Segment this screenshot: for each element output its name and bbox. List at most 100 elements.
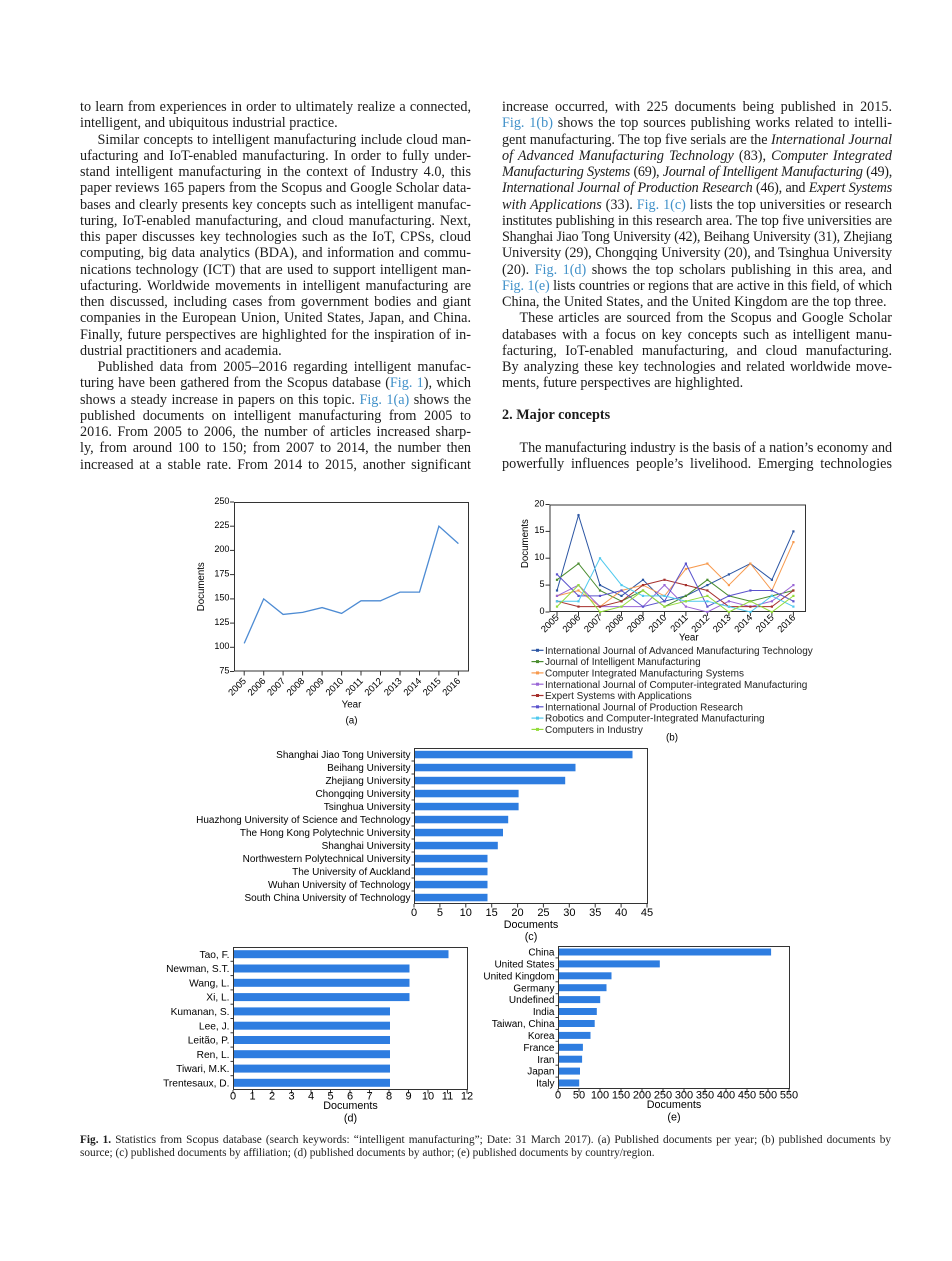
svg-text:(d): (d) bbox=[344, 1112, 357, 1124]
svg-text:225: 225 bbox=[214, 520, 229, 530]
svg-text:2015: 2015 bbox=[753, 612, 776, 635]
svg-text:Shanghai University: Shanghai University bbox=[322, 841, 411, 852]
svg-text:350: 350 bbox=[696, 1090, 714, 1102]
svg-text:150: 150 bbox=[214, 593, 229, 603]
svg-text:2008: 2008 bbox=[284, 675, 307, 698]
svg-text:20: 20 bbox=[534, 498, 544, 508]
svg-text:30: 30 bbox=[563, 907, 575, 919]
svg-text:Tsinghua University: Tsinghua University bbox=[324, 802, 411, 813]
svg-text:150: 150 bbox=[612, 1090, 630, 1102]
svg-text:2016: 2016 bbox=[440, 675, 463, 698]
svg-text:(e): (e) bbox=[667, 1111, 680, 1123]
svg-text:(c): (c) bbox=[525, 931, 538, 943]
svg-text:Chongqing University: Chongqing University bbox=[315, 789, 410, 800]
svg-text:0: 0 bbox=[411, 907, 417, 919]
svg-text:Korea: Korea bbox=[528, 1031, 555, 1042]
svg-text:0: 0 bbox=[555, 1090, 561, 1102]
svg-text:25: 25 bbox=[537, 907, 549, 919]
svg-text:50: 50 bbox=[573, 1090, 585, 1102]
svg-text:Year: Year bbox=[679, 632, 700, 643]
svg-text:Tao, F.: Tao, F. bbox=[199, 950, 229, 961]
svg-text:9: 9 bbox=[405, 1091, 411, 1103]
svg-text:2014: 2014 bbox=[401, 675, 424, 698]
svg-text:35: 35 bbox=[589, 907, 601, 919]
svg-text:International Journal of Advan: International Journal of Advanced Manufa… bbox=[545, 646, 813, 657]
svg-text:Documents: Documents bbox=[504, 919, 559, 931]
svg-text:250: 250 bbox=[214, 496, 229, 506]
svg-text:550: 550 bbox=[780, 1090, 798, 1102]
svg-text:Documents: Documents bbox=[323, 1100, 378, 1112]
svg-text:2007: 2007 bbox=[265, 675, 288, 698]
svg-text:South China University of Tech: South China University of Technology bbox=[244, 893, 410, 904]
svg-text:Undefined: Undefined bbox=[509, 995, 555, 1006]
svg-text:Huazhong University of Science: Huazhong University of Science and Techn… bbox=[196, 815, 410, 826]
svg-text:Wuhan University of Technology: Wuhan University of Technology bbox=[268, 880, 411, 891]
svg-text:100: 100 bbox=[591, 1090, 609, 1102]
svg-text:Newman, S.T.: Newman, S.T. bbox=[166, 964, 229, 975]
svg-text:500: 500 bbox=[759, 1090, 777, 1102]
svg-text:Japan: Japan bbox=[527, 1067, 554, 1078]
svg-text:Northwestern Polytechnical Uni: Northwestern Polytechnical University bbox=[243, 854, 411, 865]
svg-text:2: 2 bbox=[269, 1091, 275, 1103]
svg-text:Shanghai Jiao Tong University: Shanghai Jiao Tong University bbox=[276, 750, 410, 761]
svg-text:125: 125 bbox=[214, 617, 229, 627]
svg-text:China: China bbox=[528, 948, 555, 959]
svg-text:15: 15 bbox=[486, 907, 498, 919]
svg-text:The University of Auckland: The University of Auckland bbox=[292, 867, 410, 878]
svg-text:United States: United States bbox=[494, 959, 554, 970]
svg-text:India: India bbox=[533, 1007, 555, 1018]
svg-text:Computer Integrated Manufactur: Computer Integrated Manufacturing System… bbox=[545, 669, 744, 680]
svg-text:Documents: Documents bbox=[647, 1099, 702, 1111]
svg-text:2015: 2015 bbox=[420, 675, 443, 698]
svg-text:400: 400 bbox=[717, 1090, 735, 1102]
svg-text:10: 10 bbox=[422, 1091, 434, 1103]
svg-text:2010: 2010 bbox=[323, 675, 346, 698]
svg-text:4: 4 bbox=[308, 1091, 314, 1103]
svg-text:(b): (b) bbox=[666, 733, 678, 744]
svg-text:200: 200 bbox=[214, 544, 229, 554]
svg-text:10: 10 bbox=[534, 552, 544, 562]
svg-text:Taiwan, China: Taiwan, China bbox=[492, 1019, 555, 1030]
svg-text:International Journal of Produ: International Journal of Production Rese… bbox=[545, 702, 743, 713]
svg-text:2007: 2007 bbox=[581, 612, 604, 635]
svg-text:5: 5 bbox=[539, 579, 544, 589]
svg-text:Xi, L.: Xi, L. bbox=[206, 993, 229, 1004]
svg-text:France: France bbox=[523, 1043, 555, 1054]
svg-text:Expert Systems with Applicatio: Expert Systems with Applications bbox=[545, 691, 692, 702]
svg-text:Germany: Germany bbox=[513, 983, 554, 994]
svg-text:300: 300 bbox=[675, 1090, 693, 1102]
svg-text:Kumanan, S.: Kumanan, S. bbox=[171, 1007, 230, 1018]
svg-text:Tiwari, M.K.: Tiwari, M.K. bbox=[176, 1064, 229, 1075]
svg-text:11: 11 bbox=[442, 1091, 453, 1103]
svg-text:0: 0 bbox=[539, 606, 544, 616]
svg-text:The Hong Kong Polytechnic Univ: The Hong Kong Polytechnic University bbox=[240, 828, 411, 839]
svg-text:Iran: Iran bbox=[537, 1055, 554, 1066]
svg-text:2005: 2005 bbox=[226, 675, 249, 698]
svg-text:200: 200 bbox=[633, 1090, 651, 1102]
svg-text:2011: 2011 bbox=[668, 612, 690, 634]
svg-text:2009: 2009 bbox=[303, 675, 326, 698]
svg-text:Trentesaux, D.: Trentesaux, D. bbox=[163, 1078, 229, 1089]
svg-text:2016: 2016 bbox=[775, 612, 798, 635]
svg-text:Lee, J.: Lee, J. bbox=[199, 1021, 230, 1032]
svg-text:Computers in Industry: Computers in Industry bbox=[545, 725, 643, 736]
svg-text:Journal of Intelligent Manufac: Journal of Intelligent Manufacturing bbox=[545, 657, 701, 668]
svg-text:Robotics and Computer-Integrat: Robotics and Computer-Integrated Manufac… bbox=[545, 714, 765, 725]
svg-text:2013: 2013 bbox=[381, 675, 404, 698]
svg-text:2006: 2006 bbox=[560, 612, 583, 635]
svg-text:12: 12 bbox=[461, 1091, 473, 1103]
svg-text:2008: 2008 bbox=[603, 612, 626, 635]
svg-text:Ren, L.: Ren, L. bbox=[197, 1050, 230, 1061]
svg-text:1: 1 bbox=[249, 1091, 255, 1103]
svg-text:8: 8 bbox=[386, 1091, 392, 1103]
svg-text:20: 20 bbox=[511, 907, 523, 919]
svg-text:2013: 2013 bbox=[710, 612, 733, 635]
svg-text:Documents: Documents bbox=[196, 562, 207, 611]
svg-text:45: 45 bbox=[641, 907, 653, 919]
svg-text:Italy: Italy bbox=[536, 1079, 554, 1090]
svg-text:0: 0 bbox=[230, 1091, 236, 1103]
svg-text:6: 6 bbox=[347, 1091, 353, 1103]
svg-text:10: 10 bbox=[460, 907, 472, 919]
svg-text:Zhejiang University: Zhejiang University bbox=[325, 776, 410, 787]
svg-text:3: 3 bbox=[288, 1091, 294, 1103]
